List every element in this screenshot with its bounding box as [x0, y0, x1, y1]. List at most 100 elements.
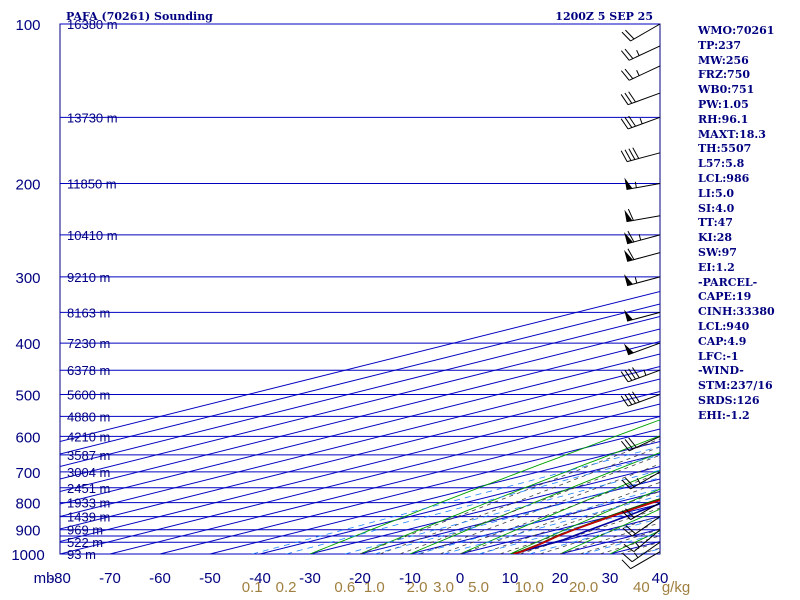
mixing-ratio-lines — [251, 446, 660, 554]
temperature-tick-label: -30 — [299, 570, 321, 587]
wind-barb-flag — [620, 94, 629, 105]
wind-barb-flag — [621, 70, 630, 81]
height-label: 6378 m — [67, 363, 110, 378]
isotherm-line — [60, 390, 660, 543]
temperature-tick-label: -40 — [249, 570, 271, 587]
wind-barb-flag — [624, 48, 634, 59]
isotherm-line — [60, 290, 660, 443]
index-item: TP:237 — [698, 38, 742, 52]
wind-barb — [624, 274, 661, 287]
mixing-ratio-line — [478, 504, 660, 554]
plot-frame — [59, 23, 661, 555]
isotherm-group — [60, 290, 660, 554]
temperature-tick-label: 20 — [552, 570, 569, 587]
wind-barb — [621, 471, 661, 490]
index-item: KI:28 — [698, 231, 733, 245]
index-item: CINH:33380 — [698, 305, 775, 319]
height-label: 1439 m — [67, 510, 110, 525]
wind-barb-flag — [624, 394, 633, 405]
wind-barb-flag — [631, 391, 640, 403]
wind-barb-flag — [627, 208, 634, 221]
height-label: 4880 m — [67, 409, 110, 424]
moist-adiabat-line — [519, 507, 660, 554]
height-label: 4210 m — [67, 429, 110, 444]
temperature-tick-label: -80 — [49, 570, 71, 587]
height-label: 16380 m — [67, 17, 118, 32]
index-item: -PARCEL- — [698, 275, 758, 289]
parcel-trace — [521, 502, 660, 553]
wind-barb-flag — [621, 559, 631, 570]
mixing-ratio-label: 10.0 — [515, 579, 544, 596]
wind-barb-flag — [625, 525, 636, 535]
wind-barb-half-flag — [643, 369, 647, 376]
pressure-tick-label: 400 — [15, 336, 40, 353]
wind-barb-flag — [620, 395, 629, 407]
sounding-title: PAFA (70261) Sounding — [66, 10, 213, 23]
wind-barb-pennant — [624, 177, 633, 190]
wind-barb — [621, 502, 661, 521]
mixing-ratio-line — [285, 454, 660, 554]
wind-barb-flag — [628, 437, 637, 448]
wind-barb-half-flag — [634, 277, 638, 284]
index-item: CAPE:19 — [698, 290, 752, 304]
wind-barb-flag — [620, 150, 628, 162]
wind-barb-flag — [623, 543, 635, 553]
wind-barb — [621, 45, 661, 61]
mixing-ratio-line — [529, 517, 660, 554]
wind-barb-pennant — [624, 274, 633, 286]
wind-barb-shaft — [628, 45, 661, 61]
wind-barb — [624, 208, 661, 223]
index-item: STM:237/16 — [698, 379, 773, 393]
wind-barb-half-flag — [636, 477, 641, 484]
wind-barbs — [620, 23, 661, 570]
index-item: LCL:940 — [698, 319, 750, 333]
wind-barb-flag — [621, 479, 631, 490]
isotherm-line — [60, 353, 660, 505]
pressure-tick-label: 600 — [15, 429, 40, 446]
height-label: 3587 m — [67, 448, 110, 463]
wind-barb — [622, 541, 661, 563]
isotherm-line — [159, 428, 660, 554]
mixing-ratio-label: 20.0 — [569, 579, 598, 596]
wind-barb-flag — [628, 148, 636, 160]
wind-barb-flag — [627, 248, 635, 260]
wind-barb-flag — [628, 368, 636, 380]
moist-adiabat-line — [439, 472, 660, 554]
mixing-ratio-line — [374, 477, 660, 554]
wind-barb-flag — [625, 29, 635, 40]
temperature-tick-label: 40 — [652, 570, 669, 587]
wind-barb-flag — [620, 371, 629, 383]
isotherm-line — [259, 453, 660, 554]
wind-barb-half-flag — [636, 50, 640, 56]
temperature-tick-label: 30 — [602, 570, 619, 587]
wind-barb — [621, 65, 661, 81]
wind-barb — [623, 529, 661, 553]
index-item: LFC:-1 — [698, 349, 739, 363]
wind-barb-flag — [627, 230, 635, 243]
wind-barb — [624, 230, 661, 245]
wind-barb-shaft — [627, 152, 661, 163]
wind-barb-pennant — [624, 209, 633, 222]
mixing-ratio-label: 2.0 — [407, 579, 428, 596]
dry-adiabat-line — [508, 488, 660, 554]
wind-barb-pennant — [624, 232, 633, 244]
index-item: MW:256 — [698, 53, 749, 67]
index-item: MAXT:18.3 — [698, 127, 766, 141]
wind-barb-flag — [621, 50, 630, 61]
temperature-tick-label: 10 — [502, 570, 519, 587]
wind-barb-half-flag — [636, 70, 640, 76]
wind-barb-flag — [624, 68, 634, 79]
wind-barb-flag — [622, 527, 633, 537]
pressure-tick-label: 100 — [15, 17, 40, 34]
index-item: -WIND- — [698, 364, 744, 378]
wind-barb-flag — [621, 440, 630, 452]
wind-barb — [620, 147, 661, 163]
wind-barb-shaft — [626, 215, 661, 223]
mixing-ratio-label: 0.1 — [242, 579, 263, 596]
pressure-isotherm-grid — [59, 23, 661, 555]
index-item: WMO:70261 — [698, 24, 775, 37]
wind-barb-shaft — [627, 342, 661, 356]
isotherm-line — [60, 303, 660, 455]
index-item: FRZ:750 — [698, 68, 751, 82]
mixing-ratio-unit: g/kg — [662, 579, 690, 596]
